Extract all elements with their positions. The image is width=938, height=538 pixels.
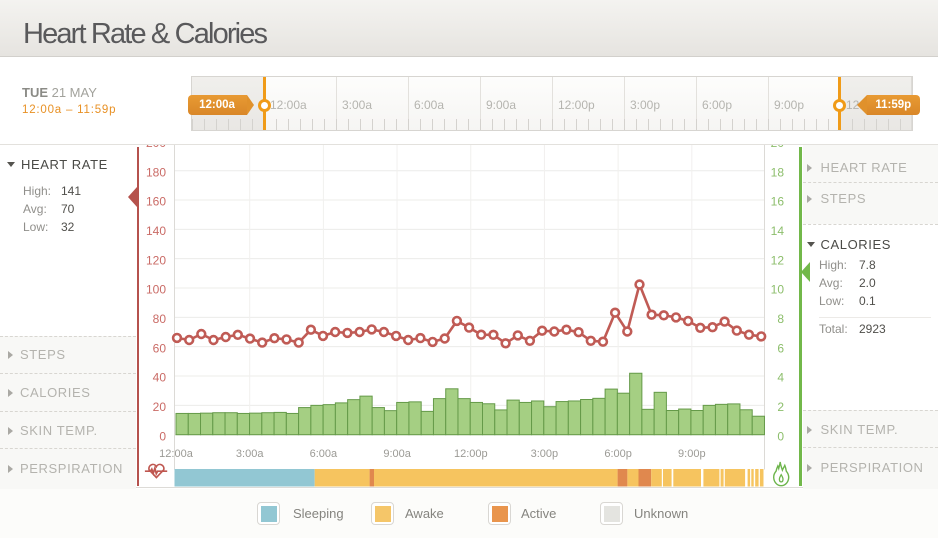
- svg-text:200: 200: [146, 145, 166, 150]
- svg-text:80: 80: [153, 312, 167, 326]
- svg-text:9:00p: 9:00p: [678, 448, 706, 460]
- svg-text:180: 180: [146, 165, 166, 179]
- svg-text:9:00a: 9:00a: [383, 448, 411, 460]
- svg-text:6:00a: 6:00a: [310, 448, 338, 460]
- svg-text:0: 0: [159, 429, 166, 443]
- svg-text:0: 0: [777, 429, 784, 443]
- svg-text:40: 40: [153, 371, 167, 385]
- svg-text:14: 14: [771, 224, 785, 238]
- svg-text:60: 60: [153, 341, 167, 355]
- svg-text:6: 6: [777, 341, 784, 355]
- svg-text:12: 12: [771, 253, 785, 267]
- svg-text:12:00p: 12:00p: [454, 448, 488, 460]
- svg-text:10: 10: [771, 283, 785, 297]
- svg-text:3:00p: 3:00p: [531, 448, 559, 460]
- svg-text:160: 160: [146, 195, 166, 209]
- svg-text:100: 100: [146, 283, 166, 297]
- svg-text:16: 16: [771, 195, 785, 209]
- svg-text:6:00p: 6:00p: [604, 448, 632, 460]
- svg-text:12:00a: 12:00a: [159, 448, 194, 460]
- svg-text:140: 140: [146, 224, 166, 238]
- svg-text:20: 20: [771, 145, 785, 150]
- svg-text:120: 120: [146, 253, 166, 267]
- svg-text:18: 18: [771, 165, 785, 179]
- svg-text:3:00a: 3:00a: [236, 448, 264, 460]
- svg-text:8: 8: [777, 312, 784, 326]
- svg-text:2: 2: [777, 400, 784, 414]
- svg-text:20: 20: [153, 400, 167, 414]
- svg-text:4: 4: [777, 371, 784, 385]
